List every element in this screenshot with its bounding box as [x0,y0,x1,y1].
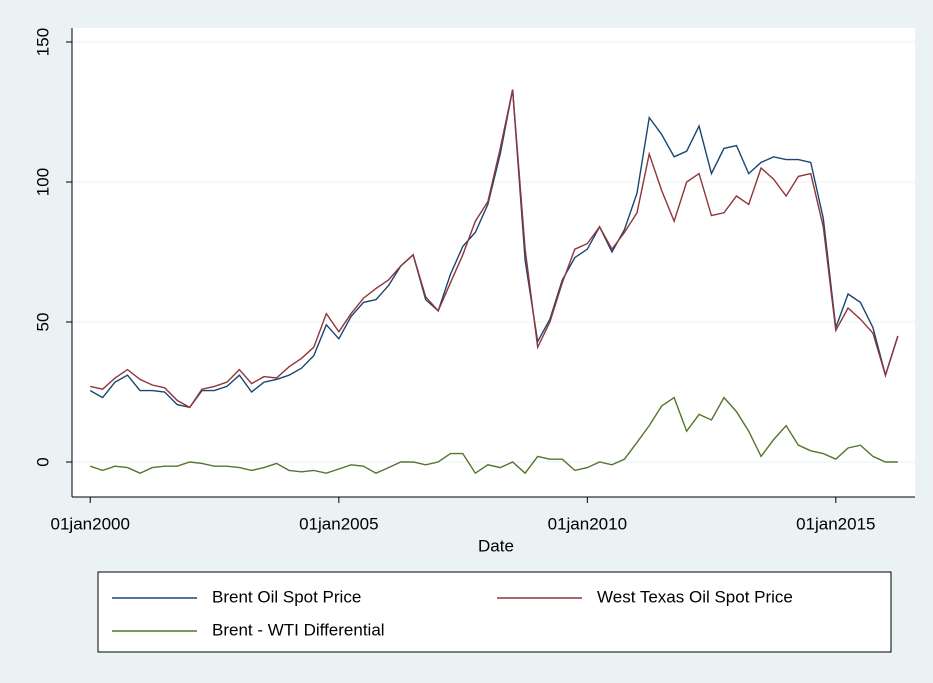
legend-label: Brent - WTI Differential [212,620,385,639]
legend-box [97,571,892,653]
x-tick-label: 01jan2000 [51,514,130,533]
y-tick-label: 0 [33,457,52,466]
legend-label: Brent Oil Spot Price [212,587,361,606]
y-tick-label: 100 [33,168,52,196]
x-axis-label: Date [478,536,514,555]
x-tick-label: 01jan2010 [548,514,627,533]
series-line [90,89,899,409]
y-tick-label: 150 [33,28,52,56]
legend-label: West Texas Oil Spot Price [597,587,793,606]
series-line [89,89,899,409]
plot-area [72,28,915,497]
y-tick-label: 50 [33,313,52,332]
series-line [90,396,898,475]
x-tick-label: 01jan2015 [796,514,875,533]
x-tick-label: 01jan2005 [299,514,378,533]
